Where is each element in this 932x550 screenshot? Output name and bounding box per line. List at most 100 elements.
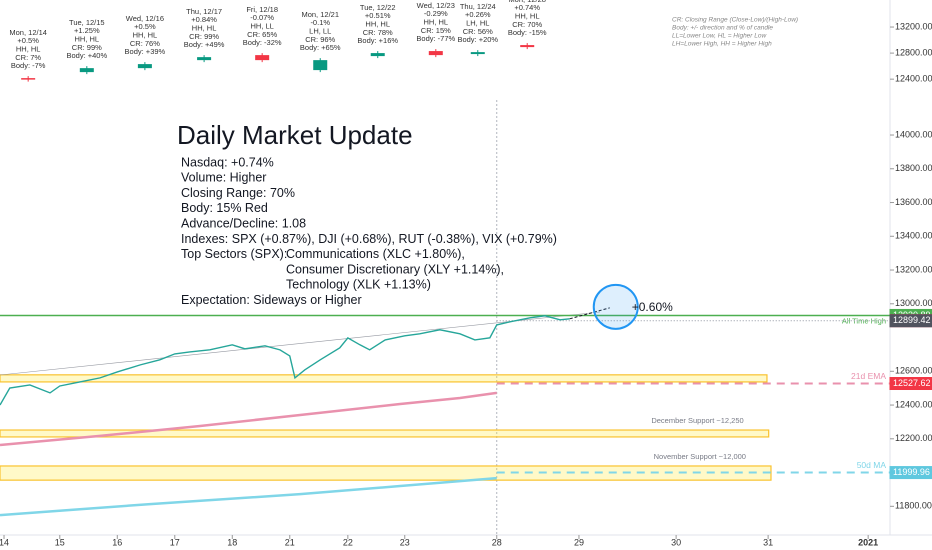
update-line: Nasdaq: +0.74% bbox=[181, 155, 274, 169]
callout-label: +0.60% bbox=[632, 300, 673, 314]
day-label: Body: +65% bbox=[300, 43, 341, 52]
price-tag bbox=[889, 466, 932, 480]
update-line: Indexes: SPX (+0.87%), DJI (+0.68%), RUT… bbox=[181, 232, 557, 246]
update-line: Volume: Higher bbox=[181, 171, 266, 185]
sectors-label: Top Sectors (SPX): bbox=[181, 247, 287, 261]
candle bbox=[313, 60, 328, 71]
day-label: Fri, 12/18 bbox=[246, 5, 278, 14]
sector: Technology (XLK +1.13%) bbox=[286, 278, 431, 292]
day-label: CR: 78% bbox=[363, 28, 393, 37]
day-label: CR: 99% bbox=[189, 32, 219, 41]
day-label: Wed, 12/16 bbox=[126, 14, 164, 23]
day-label: CR: 70% bbox=[512, 20, 542, 29]
y-tick-label: 14000.00 bbox=[895, 129, 932, 139]
day-label: Thu, 12/17 bbox=[186, 7, 222, 16]
trend-line bbox=[0, 311, 601, 376]
day-label: +0.5% bbox=[134, 22, 156, 31]
legend-note: LH=Lower High, HH = Higher High bbox=[672, 41, 772, 48]
x-tick-label: 22 bbox=[343, 537, 353, 547]
day-label: CR: 56% bbox=[463, 27, 493, 36]
update-line: Body: 15% Red bbox=[181, 201, 268, 215]
y-tick-label: 12800.00 bbox=[895, 47, 932, 57]
day-label: +0.51% bbox=[365, 11, 391, 20]
zone-label: November Support ~12,000 bbox=[654, 452, 746, 461]
ma-name: 21d EMA bbox=[851, 371, 886, 381]
update-line: Closing Range: 70% bbox=[181, 186, 295, 200]
expectation: Expectation: Sideways or Higher bbox=[181, 293, 362, 307]
day-label: HH, HL bbox=[192, 24, 217, 33]
day-label: +0.5% bbox=[17, 36, 39, 45]
price-tag bbox=[889, 314, 932, 328]
y-tick-label: 13400.00 bbox=[895, 231, 932, 241]
day-label: Body: -15% bbox=[508, 28, 547, 37]
day-label: LH, HL bbox=[466, 19, 489, 28]
day-label: CR: 76% bbox=[130, 39, 160, 48]
day-label: CR: 7% bbox=[15, 53, 41, 62]
day-label: +0.84% bbox=[191, 15, 217, 24]
y-tick-label: 13800.00 bbox=[895, 163, 932, 173]
y-tick-label: 12400.00 bbox=[895, 74, 932, 84]
x-tick-label: 31 bbox=[763, 537, 773, 547]
day-label: +0.26% bbox=[465, 10, 491, 19]
y-tick-label: 12400.00 bbox=[895, 399, 932, 409]
day-label: Body: -77% bbox=[416, 34, 455, 43]
day-label: Mon, 12/14 bbox=[9, 28, 47, 37]
day-label: Body: +49% bbox=[184, 40, 225, 49]
callout-circle bbox=[592, 283, 639, 330]
day-label: CR: 15% bbox=[421, 26, 451, 35]
day-label: Body: +40% bbox=[66, 51, 107, 60]
title: Daily Market Update bbox=[177, 120, 413, 150]
day-label: Body: -7% bbox=[11, 61, 46, 70]
day-label: HH, HL bbox=[133, 30, 158, 39]
day-label: Body: -32% bbox=[243, 38, 282, 47]
day-label: Body: +20% bbox=[457, 35, 498, 44]
support-zone bbox=[0, 465, 772, 481]
price-tag-label: 11999.96 bbox=[893, 467, 930, 477]
candle bbox=[197, 57, 212, 61]
day-label: +1.25% bbox=[74, 26, 100, 35]
day-label: Tue, 12/22 bbox=[360, 3, 396, 12]
x-tick-label: 15 bbox=[55, 537, 65, 547]
x-tick-label: 21 bbox=[285, 537, 295, 547]
moving-average bbox=[0, 476, 497, 517]
candle bbox=[21, 78, 36, 80]
candle bbox=[370, 53, 385, 57]
day-label: LH, LL bbox=[309, 27, 331, 36]
y-tick-label: 13600.00 bbox=[895, 197, 932, 207]
day-label: Body: +16% bbox=[357, 36, 398, 45]
support-zone bbox=[0, 429, 770, 438]
projection-arrow bbox=[569, 307, 610, 320]
update-line: Advance/Decline: 1.08 bbox=[181, 216, 306, 230]
y-tick-label: 13200.00 bbox=[895, 21, 932, 31]
day-label: Mon, 12/28 bbox=[508, 0, 546, 4]
sector: Communications (XLC +1.80%), bbox=[286, 247, 465, 261]
day-label: HH, HL bbox=[515, 11, 540, 20]
day-label: HH, HL bbox=[75, 35, 100, 44]
day-label: +0.74% bbox=[514, 3, 540, 12]
day-label: HH, HL bbox=[424, 17, 449, 26]
day-label: -0.1% bbox=[310, 18, 330, 27]
legend-note: LL=Lower Low, HL = Higher Low bbox=[672, 33, 767, 40]
day-label: HH, LL bbox=[250, 21, 273, 30]
x-tick-label: 14 bbox=[0, 537, 9, 547]
zone-label: December Support ~12,250 bbox=[651, 416, 743, 425]
day-label: Body: +39% bbox=[125, 47, 166, 56]
moving-average bbox=[0, 391, 497, 447]
day-label: CR: 99% bbox=[72, 43, 102, 52]
candle bbox=[79, 68, 94, 73]
x-tick-label: 17 bbox=[170, 537, 180, 547]
legend-note: CR: Closing Range (Close-Low)/(High-Low) bbox=[672, 17, 798, 24]
candle bbox=[428, 51, 443, 56]
day-label: CR: 65% bbox=[247, 30, 277, 39]
x-tick-label: 30 bbox=[671, 537, 681, 547]
candle bbox=[255, 55, 270, 61]
x-tick-label: 2021 bbox=[858, 537, 878, 547]
x-tick-label: 18 bbox=[227, 537, 237, 547]
sector: Consumer Discretionary (XLY +1.14%), bbox=[286, 262, 504, 276]
x-tick-label: 23 bbox=[400, 537, 410, 547]
day-label: -0.07% bbox=[250, 13, 274, 22]
candle bbox=[520, 45, 535, 48]
y-tick-label: 11800.00 bbox=[895, 501, 932, 511]
